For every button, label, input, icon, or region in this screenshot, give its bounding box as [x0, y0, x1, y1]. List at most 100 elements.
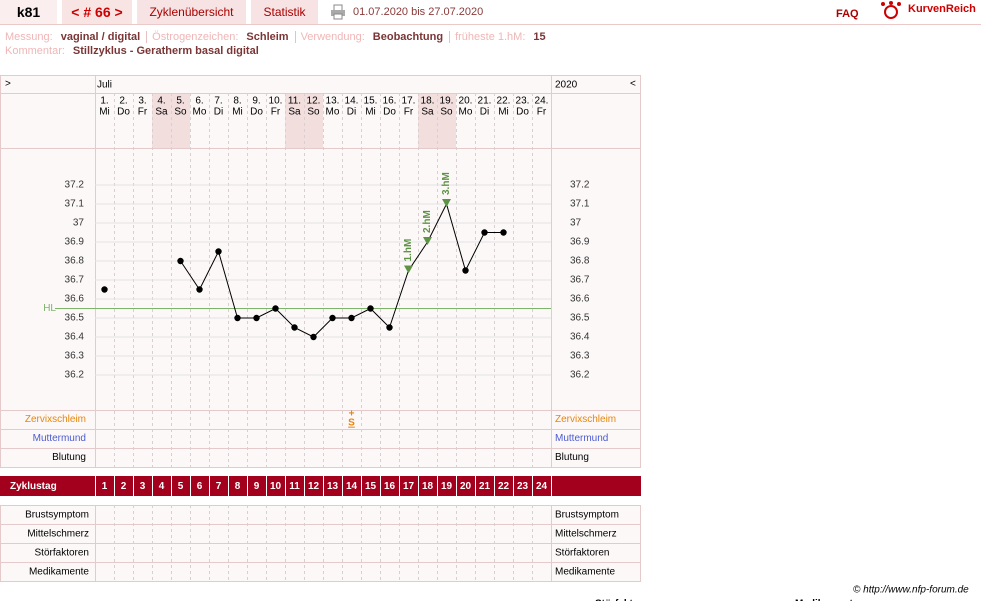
- temperature-point: [348, 314, 355, 322]
- weekday-label: Fr: [537, 107, 547, 118]
- y-tick-label: 36.6: [570, 294, 590, 305]
- date-label: 11.: [288, 96, 301, 107]
- stats-button[interactable]: Statistik: [251, 0, 318, 24]
- y-tick-label: 36.7: [570, 275, 590, 286]
- copyright: © http://www.nfp-forum.de: [853, 585, 969, 596]
- temperature-line: [180, 202, 504, 338]
- weekday-label: Di: [347, 107, 356, 118]
- print-button[interactable]: [330, 0, 346, 24]
- high-mark-label: 3.hM: [441, 172, 452, 195]
- nav-prev[interactable]: >: [5, 79, 11, 90]
- high-mark-point: [423, 237, 432, 245]
- y-tick-label: 36.9: [65, 237, 85, 248]
- cycle-day: 5: [178, 481, 184, 492]
- printer-icon: [331, 4, 345, 20]
- info-label: Östrogenzeichen:: [152, 31, 239, 43]
- cycle-day: 19: [441, 481, 453, 492]
- observation-mark: +: [349, 409, 355, 420]
- date-label: 18.: [421, 96, 435, 107]
- y-tick-label: 36.3: [570, 351, 590, 362]
- temperature-point: [310, 333, 317, 341]
- info-value: Beobachtung: [372, 31, 444, 43]
- date-label: 16.: [383, 96, 397, 107]
- weekday-label: Do: [117, 107, 130, 118]
- temperature-point: [500, 229, 507, 236]
- cycle-day: 8: [235, 481, 241, 492]
- header-rule: [0, 24, 981, 25]
- date-label: 17.: [402, 96, 416, 107]
- date-label: 24.: [535, 96, 549, 107]
- y-tick-label: 36.4: [570, 332, 590, 343]
- weekday-label: Do: [383, 107, 396, 118]
- cycle-day: 3: [140, 481, 146, 492]
- date-label: 12.: [307, 96, 321, 107]
- logo-text[interactable]: KurvenReich: [908, 3, 976, 15]
- y-tick-label: 36.8: [65, 256, 85, 267]
- weekday-label: Do: [516, 107, 529, 118]
- y-tick-label: 36.2: [570, 370, 590, 381]
- date-label: 23.: [516, 96, 530, 107]
- row-label: Zervixschleim: [25, 414, 86, 425]
- weekday-label: Fr: [404, 107, 414, 118]
- logo-icon: [880, 0, 902, 24]
- info-value: 15: [533, 31, 546, 43]
- date-label: 21.: [478, 96, 492, 107]
- weekend-shade: [152, 93, 171, 148]
- weekday-label: Fr: [138, 107, 148, 118]
- row-label: Medikamente: [29, 567, 89, 578]
- info-label: früheste 1.hM:: [455, 31, 526, 43]
- row-label: Brustsymptom: [555, 510, 619, 521]
- faq-link[interactable]: FAQ: [836, 8, 859, 20]
- weekend-shade: [304, 93, 323, 148]
- weekday-label: Sa: [155, 107, 168, 118]
- weekday-label: Fr: [271, 107, 281, 118]
- cycle-day: 2: [121, 481, 127, 492]
- temperature-point: [291, 324, 298, 331]
- overview-button[interactable]: Zyklenübersicht: [137, 0, 246, 24]
- weekday-label: Di: [214, 107, 223, 118]
- cycle-day: 23: [517, 481, 529, 492]
- info-field: Östrogenzeichen: Schleim: [146, 31, 295, 43]
- weekend-shade: [437, 93, 456, 148]
- row-label: Mittelschmerz: [555, 529, 617, 540]
- info-field: früheste 1.hM: 15: [449, 31, 552, 43]
- row-label: Brustsymptom: [25, 510, 89, 521]
- date-label: 19.: [440, 96, 454, 107]
- date-label: 14.: [345, 96, 359, 107]
- date-label: 22.: [497, 96, 511, 107]
- weekend-shade: [171, 93, 190, 148]
- cover-line-label: HL: [43, 303, 56, 314]
- cycle-day: 13: [327, 481, 339, 492]
- date-label: 5.: [176, 96, 184, 107]
- high-mark-point: [404, 265, 413, 274]
- cycle-day: 7: [216, 481, 222, 492]
- weekday-label: Mo: [326, 107, 340, 118]
- weekday-label: Sa: [288, 107, 301, 118]
- y-tick-label: 37.2: [65, 180, 85, 191]
- info-label: Messung:: [5, 31, 53, 43]
- cycle-nav[interactable]: < # 66 >: [62, 0, 132, 24]
- row-label: Blutung: [52, 452, 86, 463]
- y-tick-label: 36.3: [65, 351, 85, 362]
- y-tick-label: 36.4: [65, 332, 85, 343]
- temperature-point: [272, 305, 279, 312]
- y-tick-label: 37: [73, 218, 85, 229]
- cycle-day: 12: [308, 481, 320, 492]
- cycle-day: 22: [498, 481, 510, 492]
- high-mark-label: 1.hM: [403, 239, 414, 262]
- row-label: Störfaktoren: [35, 548, 89, 559]
- y-tick-label: 36.5: [65, 313, 85, 324]
- date-label: 10.: [269, 96, 283, 107]
- cycle-day: 15: [365, 481, 377, 492]
- row-label: Mittelschmerz: [27, 529, 89, 540]
- weekday-label: Mi: [99, 107, 110, 118]
- row-label: Muttermund: [33, 433, 86, 444]
- weekday-label: Mo: [459, 107, 473, 118]
- comment: Stillzyklus - Geratherm basal digital: [72, 45, 259, 57]
- nav-next[interactable]: <: [630, 79, 636, 90]
- temperature-point: [215, 248, 222, 255]
- weekday-label: Mi: [232, 107, 243, 118]
- cut-label: Medikamente: [795, 599, 859, 601]
- row-label: Zervixschleim: [555, 414, 616, 425]
